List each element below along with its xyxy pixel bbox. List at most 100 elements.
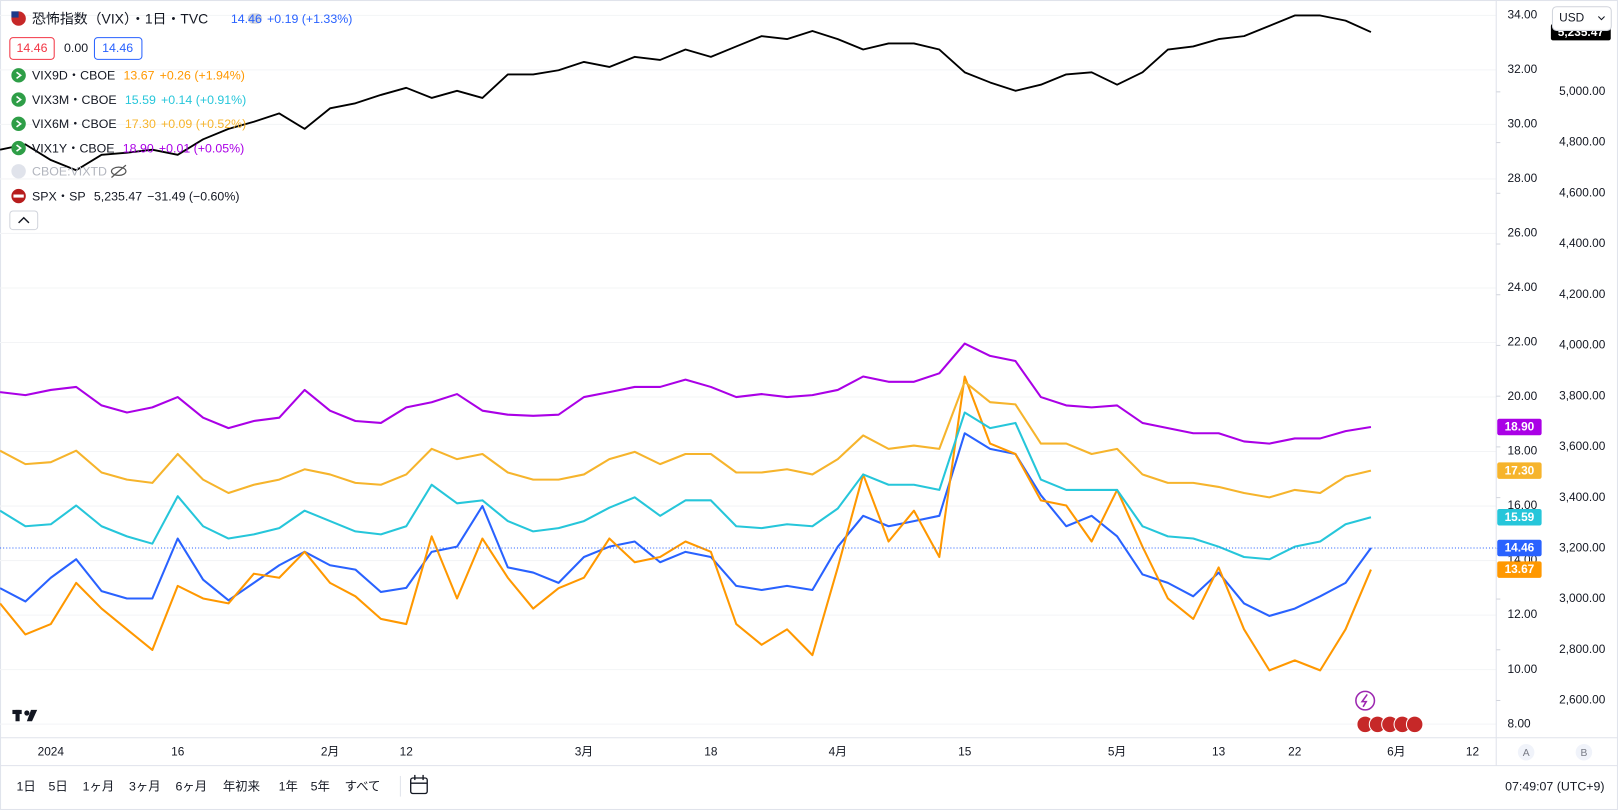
- series-icon-mark: [16, 120, 22, 128]
- collapse-icon: [18, 216, 30, 224]
- series-icon-mark: [16, 95, 22, 104]
- legend-price: 13.67: [123, 69, 154, 83]
- x-tick-label: 6月: [1387, 744, 1405, 758]
- y2-tick-label: 4,200.00: [1559, 287, 1606, 301]
- range-button[interactable]: 5日: [49, 780, 68, 794]
- y-tick-label: 16.00: [1508, 498, 1538, 512]
- y2-tick-label: 3,800.00: [1559, 388, 1606, 402]
- range-button[interactable]: 5年: [311, 780, 330, 794]
- x-tick-label: 2024: [38, 744, 65, 758]
- spread: 0.00: [64, 41, 88, 55]
- x-tick-label: 4月: [829, 744, 847, 758]
- legend-name: VIX3M・CBOE: [32, 93, 117, 107]
- range-button[interactable]: 1ヶ月: [83, 780, 115, 794]
- y2-tick-label: 2,600.00: [1559, 693, 1606, 707]
- series-line: [0, 380, 1372, 499]
- bid-box: [9, 37, 55, 60]
- y-tick-label: 28.00: [1508, 171, 1538, 185]
- range-button[interactable]: 6ヶ月: [175, 780, 207, 794]
- price-label-bg: [1497, 561, 1542, 578]
- legend-name: 恐怖指数（VIX）・1日・TVC: [32, 10, 208, 26]
- legend-change: +0.09 (+0.52%): [161, 117, 246, 131]
- hidden-series: CBOE:VIXTD: [32, 165, 107, 179]
- y-tick-label: 24.00: [1508, 280, 1538, 294]
- currency-button[interactable]: [1551, 6, 1612, 31]
- y-tick-label: 30.00: [1508, 117, 1538, 131]
- flag-icon-part: [11, 11, 19, 18]
- y-tick-label: 18.00: [1508, 444, 1538, 458]
- dropdown-icon: [1597, 16, 1605, 21]
- legend-change: +0.01 (+0.05%): [159, 141, 244, 155]
- series-line: [0, 432, 1372, 617]
- y2-tick-label: 3,000.00: [1559, 591, 1606, 605]
- price-label: 13.67: [1505, 562, 1535, 576]
- y2-tick-label: 4,800.00: [1559, 135, 1606, 149]
- x-tick-label: 12: [1466, 744, 1479, 758]
- y2-tick-label: 4,400.00: [1559, 236, 1606, 250]
- legend-price: 17.30: [125, 117, 156, 131]
- legend-name: SPX・SP: [32, 189, 86, 203]
- series-line: [0, 14, 1372, 172]
- legend-name: VIX6M・CBOE: [32, 117, 117, 131]
- x-tick-label: 13: [1212, 744, 1226, 758]
- x-tick-label: 15: [958, 744, 972, 758]
- range-button[interactable]: すべて: [345, 780, 381, 794]
- series-line: [0, 342, 1372, 445]
- series-line: [0, 375, 1372, 672]
- price-label-bg: [1497, 508, 1542, 526]
- y2-tick-label: 3,200.00: [1559, 540, 1606, 554]
- collapse-button[interactable]: [9, 210, 39, 231]
- currency: USD: [1559, 11, 1584, 25]
- ask: 14.46: [102, 41, 133, 55]
- price-label: 14.46: [1505, 541, 1535, 555]
- scale-button[interactable]: [1575, 743, 1593, 761]
- legend: 14.46 0.00 14.46 CBOE:VIXTD 恐怖指数（VIX）・1日…: [9, 10, 352, 231]
- series-icon: [11, 68, 26, 83]
- range-button[interactable]: 1日: [17, 780, 36, 794]
- x-tick-label: 12: [400, 744, 413, 758]
- legend-change: +0.14 (+0.91%): [161, 93, 246, 107]
- clock: 07:49:07 (UTC+9): [1505, 780, 1604, 794]
- x-tick-label: 16: [171, 744, 185, 758]
- x-tick-label: 5月: [1108, 744, 1126, 758]
- hidden-icon: [11, 164, 26, 179]
- y-tick-label: 20.00: [1508, 389, 1538, 403]
- series-icon-mark: [16, 144, 22, 152]
- legend-price: 18.90: [123, 141, 154, 155]
- logo: [12, 709, 38, 722]
- legend-name: VIX1Y・CBOE: [32, 141, 115, 155]
- price-label: 17.30: [1505, 463, 1535, 477]
- calendar-icon[interactable]: [410, 774, 428, 795]
- x-tick-label: 18: [704, 744, 718, 758]
- axis: 8.0010.0012.0014.0016.0018.0020.0022.002…: [38, 8, 1611, 758]
- series-icon-mark: [16, 71, 22, 80]
- range-button[interactable]: 1年: [279, 780, 298, 794]
- legend-price: 15.59: [125, 93, 156, 107]
- scale-button-label: A: [1523, 748, 1530, 759]
- status-pill: [247, 13, 263, 24]
- y2-tick-label: 5,000.00: [1559, 84, 1606, 98]
- toolbar: 07:49:07 (UTC+9) 1日 5日 1ヶ月 3ヶ月 6ヶ月 年初来 1年 5年 すべて…: [17, 743, 1605, 797]
- legend-price: 14.46: [231, 12, 262, 26]
- price-label-bg: [1497, 418, 1542, 436]
- y2-tick-label: 4,600.00: [1559, 185, 1606, 199]
- range-button[interactable]: 年初来: [223, 780, 260, 794]
- y2-tick-label: 4,000.00: [1559, 338, 1606, 352]
- scale-button[interactable]: [1517, 743, 1535, 761]
- y-tick-label: 10.00: [1508, 662, 1538, 676]
- x-tick-label: 3月: [575, 744, 593, 758]
- y2-tick-label: 3,600.00: [1559, 439, 1606, 453]
- series-icon: [11, 92, 26, 107]
- legend-change: +0.19 (+1.33%): [267, 12, 352, 26]
- y-tick-label: 32.00: [1508, 62, 1538, 76]
- eye-off-icon: [110, 164, 127, 178]
- y2-tick-label: 2,800.00: [1559, 642, 1606, 656]
- series-icon: [11, 140, 26, 156]
- range-button[interactable]: 3ヶ月: [129, 780, 161, 794]
- legend-change: −31.49 (−0.60%): [147, 189, 239, 203]
- legend-name: VIX9D・CBOE: [32, 69, 115, 83]
- y2-tick-label: 3,400.00: [1559, 490, 1606, 504]
- price-label-bg: [1497, 462, 1542, 479]
